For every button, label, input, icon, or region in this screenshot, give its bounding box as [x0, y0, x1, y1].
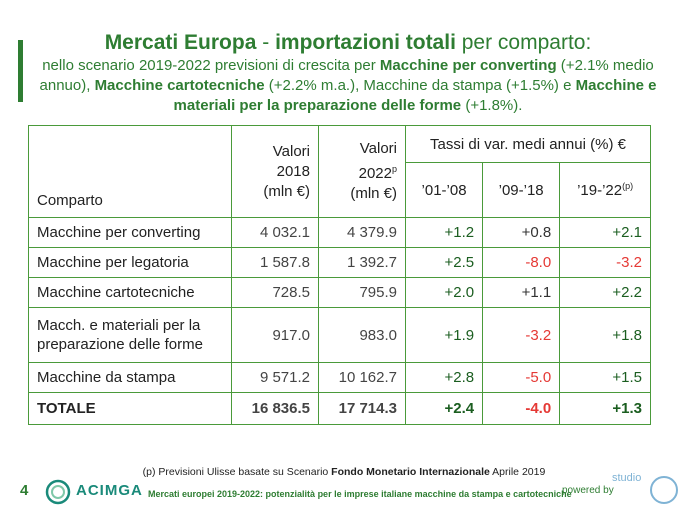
cell-rate-2: -8.0: [482, 247, 561, 278]
cell-rate-1: +2.5: [404, 247, 484, 278]
total-rate-3: +1.3: [559, 392, 651, 425]
cell-rate-2: +1.1: [482, 277, 561, 308]
cell-rate-2: +0.8: [482, 217, 561, 248]
title-bold: Mercati Europa: [104, 31, 257, 54]
row-label: Macchine per converting: [28, 217, 232, 248]
studio-logo-text: studio: [612, 472, 642, 484]
title-rest: per comparto:: [455, 31, 592, 54]
cell-2018: 9 571.2: [231, 362, 319, 393]
row-label: Macchine da stampa: [28, 362, 232, 393]
header-tassi: Tassi di var. medi annui (%) €: [405, 125, 651, 163]
page-title: Mercati Europa - importazioni totali per…: [28, 30, 668, 55]
header-period-1: ’01-’08: [404, 162, 484, 218]
title-bold2: importazioni totali: [275, 31, 456, 54]
header-line: Valori: [359, 140, 397, 157]
header-row-1: Comparto Valori 2018 (mln €) Valori 2022…: [28, 125, 651, 218]
row-label: Macchine per legatoria: [28, 247, 232, 278]
accent-bar: [18, 40, 23, 102]
total-rate-2: -4.0: [482, 392, 561, 425]
header-line: (mln €): [263, 182, 310, 200]
row-label: Macchine cartotecniche: [28, 277, 232, 308]
cell-rate-1: +2.0: [404, 277, 484, 308]
powered-by: powered by: [562, 485, 614, 496]
footnote-part: (p) Previsioni Ulisse basate su Scenario: [142, 466, 332, 478]
subtitle-part: (+2.1% medio annuo),: [39, 57, 654, 94]
period3-label: ’19-’22: [577, 182, 623, 199]
subtitle-bold: Macchine cartotecniche: [94, 77, 265, 94]
footer-text: Mercati europei 2019-2022: potenzialità …: [148, 489, 572, 499]
row-label-line: Macch. e materiali per la: [37, 317, 201, 334]
cell-2018: 1 587.8: [231, 247, 319, 278]
cell-rate-3: +2.1: [559, 217, 651, 248]
header-line: Valori: [272, 142, 310, 160]
total-2018: 16 836.5: [231, 392, 319, 425]
table-row: Macchine cartotecniche 728.5 795.9 +2.0 …: [28, 277, 651, 308]
imports-table: Comparto Valori 2018 (mln €) Valori 2022…: [28, 125, 651, 425]
total-row: TOTALE 16 836.5 17 714.3 +2.4 -4.0 +1.3: [28, 392, 651, 425]
table-row: Macchine per converting 4 032.1 4 379.9 …: [28, 217, 651, 248]
cell-rate-3: -3.2: [559, 247, 651, 278]
header-comparto: Comparto: [28, 125, 232, 218]
cell-rate-2: -3.2: [482, 307, 561, 363]
cell-rate-2: -5.0: [482, 362, 561, 393]
cell-rate-3: +2.2: [559, 277, 651, 308]
total-label: TOTALE: [28, 392, 232, 425]
title-sep: -: [256, 31, 276, 54]
header-valori-2022: Valori 2022p (mln €): [318, 125, 406, 218]
header-line: 2022: [358, 165, 392, 182]
header-line: 2018: [276, 162, 310, 180]
table-row: Macchine per legatoria 1 587.8 1 392.7 +…: [28, 247, 651, 278]
acimga-logo-text: ACIMGA: [76, 482, 143, 499]
cell-2018: 728.5: [231, 277, 319, 308]
cell-rate-1: +2.8: [404, 362, 484, 393]
cell-2018: 917.0: [231, 307, 319, 363]
subtitle-bold: Macchine per converting: [379, 57, 557, 74]
row-label: Macch. e materiali per la preparazione d…: [28, 307, 232, 363]
cell-2022: 10 162.7: [318, 362, 406, 393]
header-period-2: ’09-’18: [482, 162, 561, 218]
subtitle-part: (+1.8%).: [461, 97, 523, 114]
cell-rate-3: +1.8: [559, 307, 651, 363]
subtitle-part: (+2.2% m.a.), Macchine da stampa (+1.5%)…: [264, 77, 576, 94]
cell-2018: 4 032.1: [231, 217, 319, 248]
header-line: (mln €): [350, 185, 397, 202]
footnote-part: Aprile 2019: [489, 466, 546, 478]
cell-rate-1: +1.2: [404, 217, 484, 248]
period3-sup: (p): [622, 181, 634, 191]
footnote-bold: Fondo Monetario Internazionale: [331, 466, 490, 478]
header-valori-2018: Valori 2018 (mln €): [231, 125, 319, 218]
cell-2022: 795.9: [318, 277, 406, 308]
total-rate-1: +2.4: [404, 392, 484, 425]
page-subtitle: nello scenario 2019-2022 previsioni di c…: [28, 56, 668, 116]
cell-2022: 1 392.7: [318, 247, 406, 278]
table-row: Macchine da stampa 9 571.2 10 162.7 +2.8…: [28, 362, 651, 393]
header-row-2: ’01-’08 ’09-’18 ’19-’22(p): [29, 162, 651, 218]
footnote: (p) Previsioni Ulisse basate su Scenario…: [0, 466, 688, 478]
total-2022: 17 714.3: [318, 392, 406, 425]
header-sup: p: [391, 164, 397, 174]
cell-2022: 4 379.9: [318, 217, 406, 248]
row-label-line: preparazione delle forme: [37, 336, 203, 353]
subtitle-bold: Macchine e materiali per la preparazione…: [173, 77, 657, 114]
table-row: Macch. e materiali per la preparazione d…: [28, 307, 651, 363]
cell-rate-1: +1.9: [404, 307, 484, 363]
acimga-logo-icon: [45, 479, 71, 505]
cell-2022: 983.0: [318, 307, 406, 363]
cell-rate-3: +1.5: [559, 362, 651, 393]
title-block: Mercati Europa - importazioni totali per…: [28, 30, 668, 116]
page-number: 4: [20, 482, 29, 499]
header-period-3: ’19-’22(p): [559, 162, 651, 218]
subtitle-part: nello scenario 2019-2022 previsioni di c…: [42, 57, 380, 74]
studio-logo-icon: [650, 476, 678, 504]
